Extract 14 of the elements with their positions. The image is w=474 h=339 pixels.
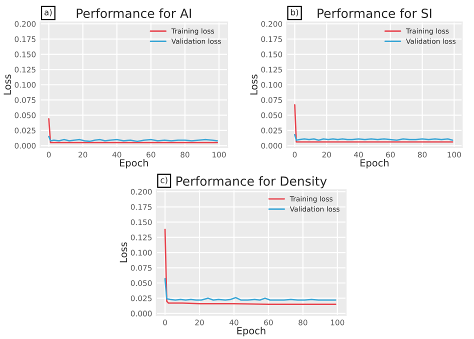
chart-title: Performance for Density — [176, 176, 327, 188]
chart-title: Performance for AI — [76, 8, 191, 18]
y-axis-title: Loss — [4, 74, 11, 94]
x-axis-title: Epoch — [120, 159, 148, 168]
y-axis-title: Loss — [250, 74, 258, 94]
x-axis-title: Epoch — [237, 326, 266, 336]
text: c) — [160, 176, 168, 184]
x-axis-title: Epoch — [360, 159, 389, 168]
y-axis-title: Loss — [120, 242, 128, 262]
chart-title: Performance for SI — [318, 8, 432, 18]
text: a) — [44, 8, 52, 16]
text: b) — [291, 8, 298, 16]
line-series — [164, 278, 336, 301]
line-series — [164, 228, 336, 306]
